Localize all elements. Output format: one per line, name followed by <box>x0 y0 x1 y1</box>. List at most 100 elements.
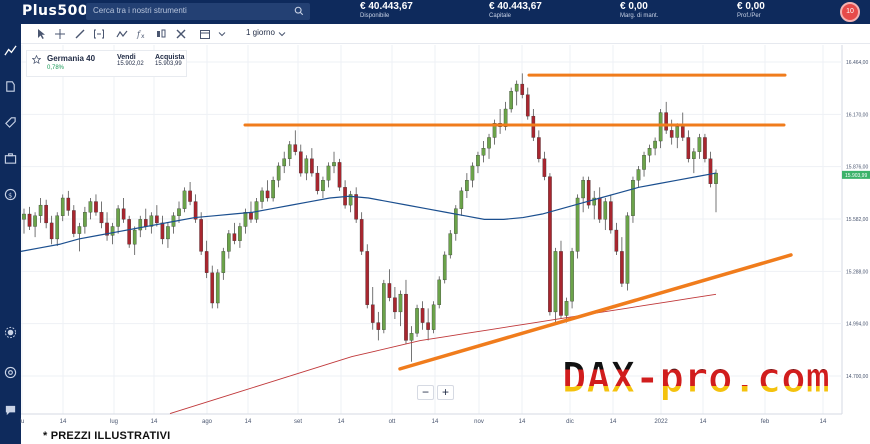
candle-body[interactable] <box>492 123 497 138</box>
candle-body[interactable] <box>315 172 320 192</box>
support-trendline[interactable] <box>398 253 793 371</box>
candle-body[interactable] <box>238 226 242 241</box>
candle-body[interactable] <box>647 148 652 156</box>
candle-body[interactable] <box>658 112 663 142</box>
chart-icon[interactable] <box>4 44 17 57</box>
plot-area[interactable] <box>21 45 842 414</box>
buy-column[interactable]: Acquista 15.903,99 <box>155 54 185 67</box>
candle-body[interactable] <box>387 283 392 298</box>
timeframe-selector[interactable]: 1 giorno <box>246 28 275 37</box>
candle-body[interactable] <box>697 137 702 152</box>
candle-body[interactable] <box>597 197 602 220</box>
candle-body[interactable] <box>465 180 469 192</box>
candle-body[interactable] <box>514 83 519 92</box>
candle-body[interactable] <box>603 201 608 220</box>
candle-body[interactable] <box>686 137 691 159</box>
candle-body[interactable] <box>642 155 646 170</box>
candle-body[interactable] <box>420 308 425 323</box>
sell-column[interactable]: Vendi 15.902,02 <box>117 54 144 67</box>
candle-body[interactable] <box>110 226 115 236</box>
candle-body[interactable] <box>393 297 397 313</box>
briefcase-icon[interactable] <box>4 152 17 165</box>
candle-body[interactable] <box>636 169 641 181</box>
candles-icon[interactable] <box>155 28 167 40</box>
candle-body[interactable] <box>620 251 624 284</box>
candle-body[interactable] <box>692 151 696 159</box>
candle-body[interactable] <box>276 165 281 181</box>
candle-body[interactable] <box>298 151 303 174</box>
candle-body[interactable] <box>398 293 403 313</box>
cursor-icon[interactable] <box>35 28 47 40</box>
candle-body[interactable] <box>204 251 209 273</box>
candle-body[interactable] <box>132 229 137 245</box>
candle-body[interactable] <box>166 226 170 240</box>
candle-body[interactable] <box>376 322 381 330</box>
candle-body[interactable] <box>531 115 536 138</box>
chevron-down-icon[interactable] <box>278 30 286 38</box>
candle-body[interactable] <box>442 254 447 281</box>
candle-body[interactable] <box>282 158 287 167</box>
candle-body[interactable] <box>138 219 143 231</box>
candle-body[interactable] <box>382 283 386 330</box>
candle-body[interactable] <box>265 190 270 199</box>
search-icon[interactable] <box>294 5 304 17</box>
candle-body[interactable] <box>426 322 430 330</box>
candle-body[interactable] <box>437 279 442 305</box>
candle-body[interactable] <box>503 108 508 127</box>
tag-icon[interactable] <box>4 116 17 129</box>
candle-body[interactable] <box>210 272 215 304</box>
candle-body[interactable] <box>354 194 358 220</box>
candle-body[interactable] <box>448 233 453 256</box>
candle-body[interactable] <box>254 201 259 220</box>
calendar-chevron-icon[interactable] <box>216 28 228 40</box>
star-icon[interactable] <box>32 55 41 64</box>
candle-body[interactable] <box>232 233 237 241</box>
candle-body[interactable] <box>542 158 547 177</box>
candle-body[interactable] <box>88 201 93 213</box>
candle-body[interactable] <box>404 293 408 341</box>
candle-body[interactable] <box>215 272 220 304</box>
candle-body[interactable] <box>332 162 336 167</box>
candle-body[interactable] <box>415 308 419 334</box>
candle-body[interactable] <box>337 162 342 188</box>
candle-body[interactable] <box>581 180 585 199</box>
candle-body[interactable] <box>271 180 275 199</box>
candle-body[interactable] <box>548 176 552 313</box>
candle-body[interactable] <box>703 137 707 159</box>
candle-body[interactable] <box>365 251 370 305</box>
help-icon[interactable] <box>4 366 17 379</box>
search-input[interactable]: Cerca tra i nostri strumenti <box>86 3 310 20</box>
bracket-icon[interactable] <box>93 28 105 40</box>
candle-body[interactable] <box>537 137 541 159</box>
candle-body[interactable] <box>116 208 120 227</box>
candle-body[interactable] <box>326 165 331 181</box>
candle-body[interactable] <box>143 219 148 227</box>
candle-body[interactable] <box>564 301 569 316</box>
candle-body[interactable] <box>99 212 104 224</box>
candle-body[interactable] <box>49 222 54 240</box>
candle-body[interactable] <box>592 197 597 206</box>
candle-body[interactable] <box>481 148 486 156</box>
candle-body[interactable] <box>83 212 87 227</box>
candle-body[interactable] <box>680 126 685 138</box>
candle-body[interactable] <box>60 197 65 216</box>
candle-body[interactable] <box>22 213 26 220</box>
pencil-icon[interactable] <box>74 28 86 40</box>
candle-body[interactable] <box>453 208 458 234</box>
candle-body[interactable] <box>570 251 574 302</box>
candle-body[interactable] <box>55 215 60 240</box>
instrument-panel[interactable]: Germania 40 0,78% Vendi 15.902,02 Acquis… <box>26 50 187 77</box>
candle-body[interactable] <box>509 91 513 110</box>
candle-body[interactable] <box>304 158 309 174</box>
chat-icon[interactable] <box>4 404 17 417</box>
candle-body[interactable] <box>431 304 436 330</box>
candle-body[interactable] <box>370 304 375 323</box>
zoom-in-button[interactable]: + <box>437 385 454 400</box>
candle-body[interactable] <box>459 190 464 209</box>
candle-body[interactable] <box>553 251 558 313</box>
candle-body[interactable] <box>227 233 231 252</box>
candle-body[interactable] <box>77 226 82 234</box>
candle-body[interactable] <box>614 229 619 252</box>
candle-body[interactable] <box>664 112 668 131</box>
currency-icon[interactable]: $ <box>4 188 17 201</box>
